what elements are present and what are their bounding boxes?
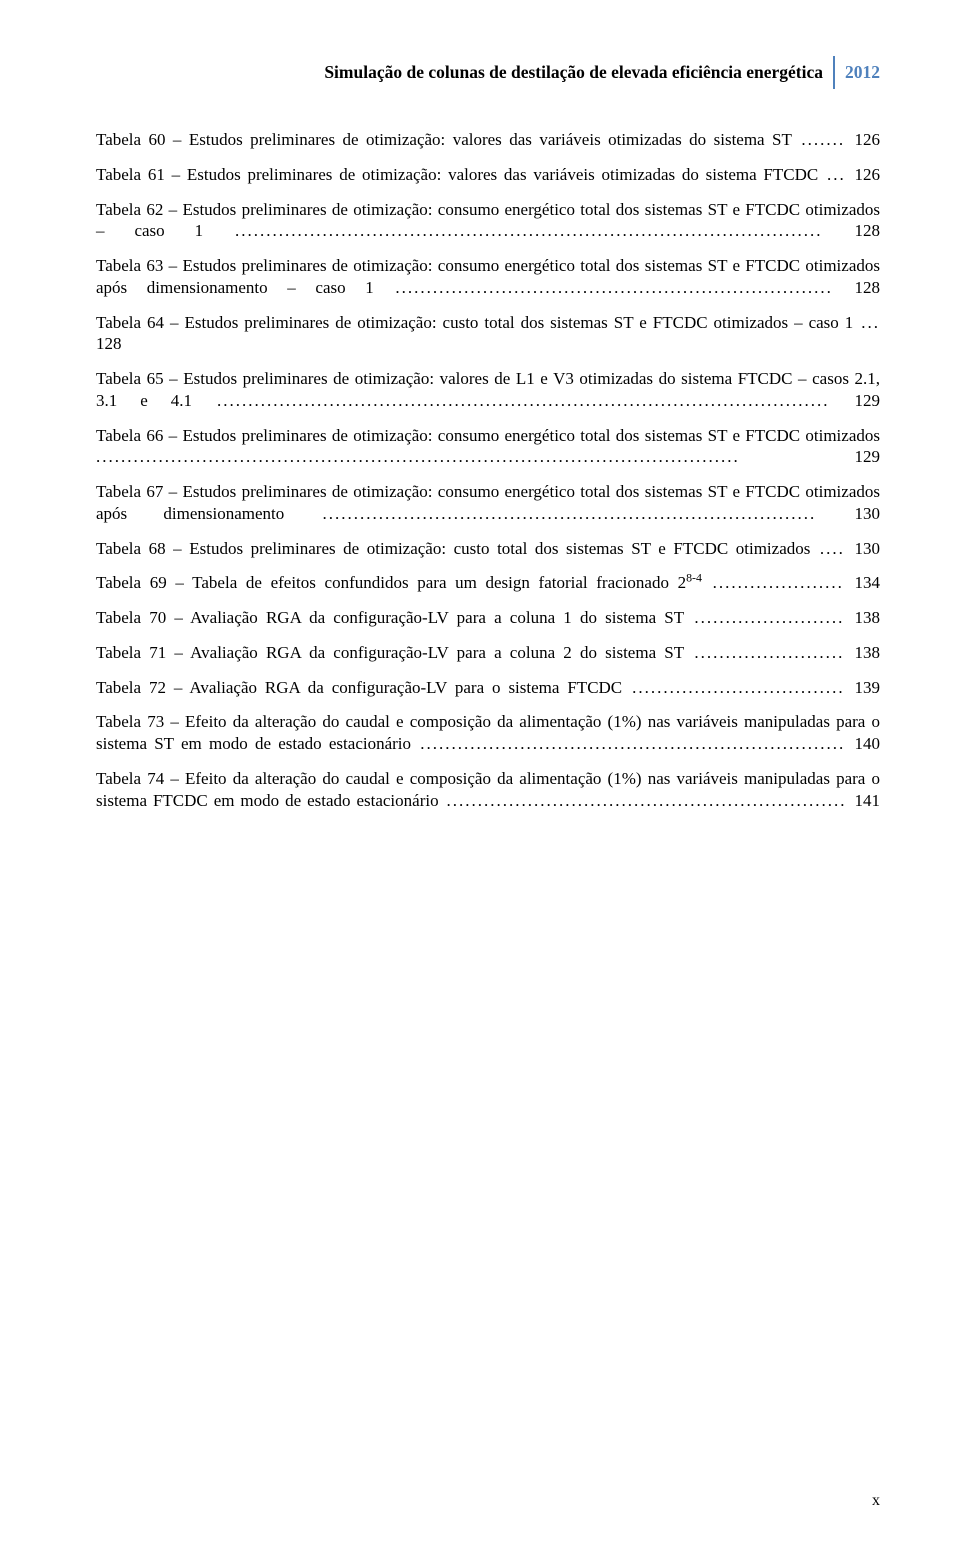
toc-entry: Tabela 64 – Estudos preliminares de otim… — [96, 312, 880, 356]
toc-entry: Tabela 60 – Estudos preliminares de otim… — [96, 129, 880, 151]
toc-entry: Tabela 73 – Efeito da alteração do cauda… — [96, 711, 880, 755]
toc-page: 128 — [855, 221, 881, 240]
toc-text: Tabela 72 – Avaliação RGA da configuraçã… — [96, 678, 622, 697]
toc-page: 130 — [855, 539, 881, 558]
toc-leader: ........................................… — [374, 278, 855, 297]
toc-text: Tabela 60 – Estudos preliminares de otim… — [96, 130, 792, 149]
toc-leader: ... — [853, 313, 880, 332]
header-title: Simulação de colunas de destilação de el… — [324, 56, 833, 89]
toc-page: 140 — [854, 734, 880, 753]
toc-page: 130 — [855, 504, 881, 523]
toc-entry: Tabela 69 – Tabela de efeitos confundido… — [96, 572, 880, 594]
toc-leader: .... — [810, 539, 854, 558]
toc-leader: ........................................… — [439, 791, 855, 810]
toc-entry: Tabela 71 – Avaliação RGA da configuraçã… — [96, 642, 880, 664]
toc-entry: Tabela 65 – Estudos preliminares de otim… — [96, 368, 880, 412]
header-year: 2012 — [833, 56, 880, 89]
toc-leader: ... — [818, 165, 854, 184]
toc-leader: ........................................… — [411, 734, 854, 753]
toc-superscript: 8-4 — [686, 571, 702, 585]
toc-leader: ....... — [792, 130, 855, 149]
toc-page: 126 — [855, 130, 881, 149]
toc-leader: ........................ — [684, 608, 854, 627]
toc-entry: Tabela 67 – Estudos preliminares de otim… — [96, 481, 880, 525]
toc-entry: Tabela 62 – Estudos preliminares de otim… — [96, 199, 880, 243]
toc-text: Tabela 64 – Estudos preliminares de otim… — [96, 313, 853, 332]
toc-page: 128 — [96, 334, 122, 353]
toc-leader: ........................................… — [284, 504, 854, 523]
toc-text: Tabela 71 – Avaliação RGA da configuraçã… — [96, 643, 684, 662]
toc-entry: Tabela 74 – Efeito da alteração do cauda… — [96, 768, 880, 812]
document-page: Simulação de colunas de destilação de el… — [0, 0, 960, 1550]
toc-text: Tabela 69 – Tabela de efeitos confundido… — [96, 573, 686, 592]
toc-page: 139 — [855, 678, 881, 697]
toc-entry: Tabela 72 – Avaliação RGA da configuraçã… — [96, 677, 880, 699]
toc-text: Tabela 61 – Estudos preliminares de otim… — [96, 165, 818, 184]
toc-page: 141 — [855, 791, 881, 810]
toc-entry: Tabela 61 – Estudos preliminares de otim… — [96, 164, 880, 186]
toc-page: 129 — [855, 447, 881, 466]
page-header: Simulação de colunas de destilação de el… — [96, 56, 880, 89]
toc-page: 138 — [855, 643, 881, 662]
toc-entry: Tabela 68 – Estudos preliminares de otim… — [96, 538, 880, 560]
toc-leader: .................................. — [622, 678, 854, 697]
toc-entry: Tabela 63 – Estudos preliminares de otim… — [96, 255, 880, 299]
toc-page: 138 — [855, 608, 881, 627]
toc-text: Tabela 66 – Estudos preliminares de otim… — [96, 426, 880, 445]
toc-leader: ........................................… — [203, 221, 854, 240]
toc-leader: ..................... — [702, 573, 855, 592]
page-number: x — [872, 1492, 880, 1510]
toc-text: Tabela 70 – Avaliação RGA da configuraçã… — [96, 608, 684, 627]
toc-entry: Tabela 70 – Avaliação RGA da configuraçã… — [96, 607, 880, 629]
toc-text: Tabela 68 – Estudos preliminares de otim… — [96, 539, 810, 558]
toc-entry: Tabela 66 – Estudos preliminares de otim… — [96, 425, 880, 469]
toc-page: 128 — [854, 278, 880, 297]
toc-leader: ........................ — [684, 643, 854, 662]
toc-page: 134 — [855, 573, 881, 592]
toc-leader: ........................................… — [192, 391, 854, 410]
toc-list: Tabela 60 – Estudos preliminares de otim… — [96, 129, 880, 811]
toc-page: 129 — [855, 391, 881, 410]
toc-page: 126 — [855, 165, 881, 184]
toc-leader: ........................................… — [96, 447, 855, 466]
